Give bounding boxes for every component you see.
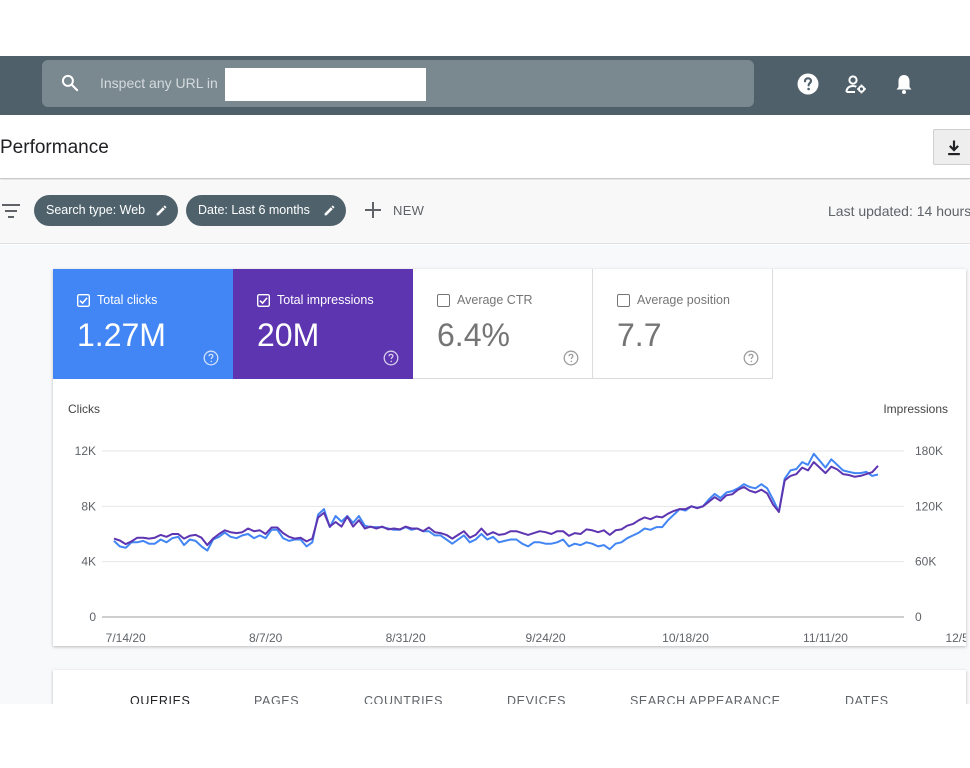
- y-tick-label-left: 4K: [81, 555, 96, 569]
- content-area: Total clicks 1.27M Total impressions 20M: [0, 245, 970, 704]
- y-tick-label-right: 60K: [915, 555, 936, 569]
- dimension-tabs: QUERIES PAGES COUNTRIES DEVICES SEARCH A…: [53, 670, 966, 704]
- y-tick-label-left: 0: [89, 610, 96, 624]
- metric-average-ctr[interactable]: Average CTR 6.4%: [413, 269, 593, 379]
- x-tick-label: 8/31/20: [386, 631, 426, 645]
- metric-total-impressions[interactable]: Total impressions 20M: [233, 269, 413, 379]
- metric-label: Average CTR: [457, 293, 533, 307]
- x-tick-label: 10/18/20: [662, 631, 709, 645]
- checkbox-unchecked-icon[interactable]: [437, 294, 450, 307]
- series-line-clicks: [113, 452, 879, 552]
- manage-users-icon[interactable]: [844, 72, 868, 96]
- metric-value: 6.4%: [437, 317, 510, 353]
- tab-pages[interactable]: PAGES: [254, 694, 300, 704]
- metric-average-position[interactable]: Average position 7.7: [593, 269, 773, 379]
- series-line-impressions: [113, 461, 879, 547]
- tab-queries[interactable]: QUERIES: [130, 694, 191, 704]
- metric-value: 20M: [257, 317, 320, 353]
- download-icon: [948, 140, 960, 156]
- search-placeholder[interactable]: Inspect any URL in: [100, 75, 218, 91]
- performance-chart: Clicks Impressions 0 4K 8K 12K 0 60K 120K 180K…: [68, 402, 966, 645]
- edit-pencil-icon: [324, 205, 335, 216]
- filter-icon[interactable]: [2, 202, 22, 220]
- help-circle-icon[interactable]: [203, 350, 219, 366]
- y-tick-label-left: 12K: [75, 444, 96, 458]
- url-inspection-search[interactable]: Inspect any URL in: [42, 60, 754, 107]
- chip-search-type-label: Search type: Web: [46, 203, 146, 217]
- y-axis-label-left: Clicks: [68, 402, 100, 416]
- metric-label: Total clicks: [97, 293, 158, 307]
- help-circle-icon[interactable]: [563, 350, 579, 366]
- top-app-bar: Inspect any URL in: [0, 56, 970, 115]
- export-button[interactable]: [933, 129, 970, 165]
- x-tick-label: 7/14/20: [106, 631, 146, 645]
- search-icon: [61, 74, 79, 92]
- y-tick-label-right: 120K: [915, 499, 943, 513]
- edit-pencil-icon: [156, 205, 167, 216]
- x-tick-label: 12/5/20: [945, 631, 966, 645]
- chip-search-type[interactable]: Search type: Web: [34, 195, 178, 226]
- checkbox-unchecked-icon[interactable]: [617, 294, 630, 307]
- metric-label: Total impressions: [277, 293, 374, 307]
- y-tick-label-left: 8K: [81, 499, 96, 513]
- redacted-property: [225, 68, 426, 101]
- tab-countries[interactable]: COUNTRIES: [364, 694, 444, 704]
- chip-date-range[interactable]: Date: Last 6 months: [186, 195, 346, 226]
- filter-bar: Search type: Web Date: Last 6 months NEW…: [0, 180, 970, 244]
- tab-dates[interactable]: DATES: [845, 694, 889, 704]
- metric-total-clicks[interactable]: Total clicks 1.27M: [53, 269, 233, 379]
- x-tick-label: 8/7/20: [249, 631, 283, 645]
- checkbox-checked-icon[interactable]: [257, 294, 270, 307]
- x-tick-label: 9/24/20: [526, 631, 566, 645]
- y-tick-label-right: 0: [915, 610, 922, 624]
- page-title: Performance: [0, 137, 109, 158]
- metric-value: 1.27M: [77, 317, 166, 353]
- page-header: Performance: [0, 115, 970, 179]
- help-circle-icon[interactable]: [743, 350, 759, 366]
- metric-label: Average position: [637, 293, 730, 307]
- chip-date-range-label: Date: Last 6 months: [198, 203, 310, 217]
- last-updated-text: Last updated: 14 hours ago: [828, 203, 970, 219]
- checkbox-checked-icon[interactable]: [77, 294, 90, 307]
- tab-devices[interactable]: DEVICES: [507, 694, 567, 704]
- help-circle-icon[interactable]: [383, 350, 399, 366]
- help-icon[interactable]: [796, 72, 820, 96]
- y-tick-label-right: 180K: [915, 444, 943, 458]
- tab-search-appearance[interactable]: SEARCH APPEARANCE: [630, 694, 781, 704]
- notifications-bell-icon[interactable]: [892, 72, 916, 96]
- x-tick-label: 11/11/20: [803, 631, 848, 645]
- new-filter-label: NEW: [393, 203, 425, 218]
- metric-value: 7.7: [617, 317, 662, 353]
- plus-icon: [365, 202, 381, 218]
- y-axis-label-right: Impressions: [883, 402, 948, 416]
- performance-card: Total clicks 1.27M Total impressions 20M: [53, 269, 966, 646]
